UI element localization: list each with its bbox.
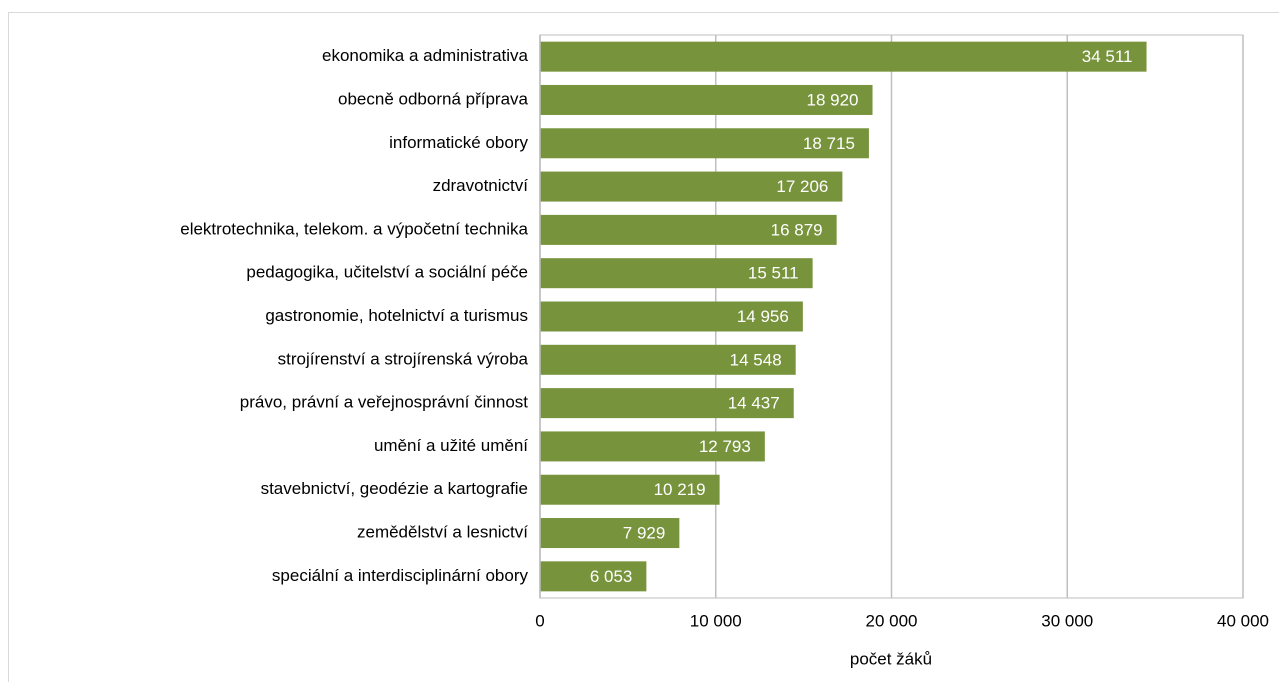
bar	[540, 214, 837, 245]
y-tick-label: strojírenství a strojírenská výroba	[278, 349, 529, 368]
value-label: 6 053	[590, 567, 633, 586]
bar	[540, 388, 794, 419]
bar	[540, 41, 1147, 72]
y-tick-label: informatické obory	[389, 133, 528, 152]
bar	[540, 518, 680, 549]
value-label: 16 879	[771, 220, 823, 239]
y-tick-label: pedagogika, učitelství a sociální péče	[246, 263, 528, 282]
bar	[540, 344, 796, 375]
y-tick-label: obecně odborná příprava	[338, 89, 529, 108]
value-label: 34 511	[1082, 47, 1133, 66]
y-tick-label: zemědělství a lesnictví	[357, 523, 528, 542]
x-tick-label: 20 000	[866, 611, 918, 630]
value-label: 15 511	[748, 264, 799, 283]
x-tick-label: 10 000	[690, 611, 742, 630]
y-tick-label: gastronomie, hotelnictví a turismus	[265, 306, 528, 325]
x-tick-label: 30 000	[1041, 611, 1093, 630]
bar	[540, 128, 869, 159]
value-label: 7 929	[623, 524, 666, 543]
value-label: 10 219	[654, 480, 706, 499]
y-tick-label: elektrotechnika, telekom. a výpočetní te…	[180, 219, 528, 238]
value-label: 14 548	[730, 350, 782, 369]
y-tick-label: umění a užité umění	[374, 436, 528, 455]
bar	[540, 561, 647, 592]
y-tick-label: stavebnictví, geodézie a kartografie	[261, 479, 528, 498]
bar	[540, 171, 843, 202]
x-tick-label: 40 000	[1217, 611, 1269, 630]
y-tick-label: speciální a interdisciplinární obory	[272, 566, 529, 585]
value-label: 18 715	[803, 134, 855, 153]
bar	[540, 258, 813, 289]
bar	[540, 474, 720, 505]
bar	[540, 431, 765, 462]
value-label: 18 920	[807, 90, 859, 109]
y-tick-label: zdravotnictví	[433, 176, 529, 195]
value-label: 17 206	[776, 177, 828, 196]
value-label: 14 437	[728, 394, 780, 413]
x-axis-label: počet žáků	[850, 649, 932, 668]
x-tick-label: 0	[535, 611, 544, 630]
y-tick-label: ekonomika a administrativa	[322, 46, 529, 65]
y-tick-label: právo, právní a veřejnosprávní činnost	[240, 393, 528, 412]
value-label: 14 956	[737, 307, 789, 326]
bar	[540, 84, 873, 115]
value-label: 12 793	[699, 437, 751, 456]
bar	[540, 301, 803, 332]
